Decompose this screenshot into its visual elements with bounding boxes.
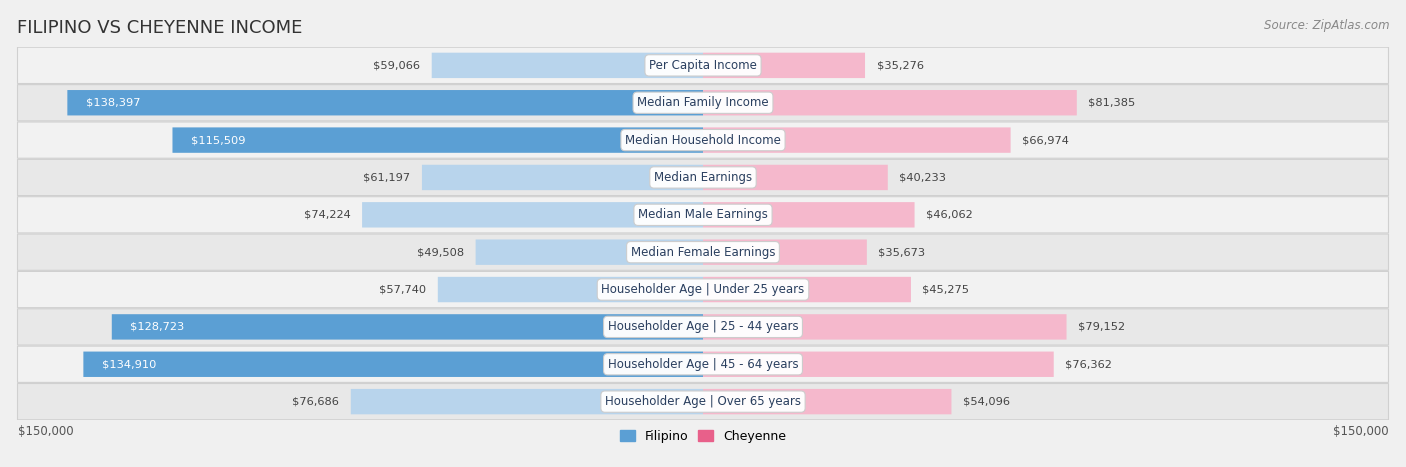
FancyBboxPatch shape <box>703 90 1077 115</box>
Text: $79,152: $79,152 <box>1078 322 1125 332</box>
FancyBboxPatch shape <box>17 197 1389 233</box>
Text: $54,096: $54,096 <box>963 396 1010 407</box>
Text: $46,062: $46,062 <box>927 210 973 220</box>
FancyBboxPatch shape <box>703 352 1053 377</box>
FancyBboxPatch shape <box>437 277 703 302</box>
FancyBboxPatch shape <box>17 309 1389 345</box>
Text: FILIPINO VS CHEYENNE INCOME: FILIPINO VS CHEYENNE INCOME <box>17 19 302 37</box>
FancyBboxPatch shape <box>703 127 1011 153</box>
FancyBboxPatch shape <box>17 234 1389 270</box>
FancyBboxPatch shape <box>350 389 703 414</box>
Text: $49,508: $49,508 <box>418 247 464 257</box>
FancyBboxPatch shape <box>703 53 865 78</box>
FancyBboxPatch shape <box>422 165 703 190</box>
Text: $76,362: $76,362 <box>1066 359 1112 369</box>
Text: $81,385: $81,385 <box>1088 98 1136 108</box>
Text: $150,000: $150,000 <box>17 425 73 438</box>
Text: $74,224: $74,224 <box>304 210 350 220</box>
Text: $57,740: $57,740 <box>380 284 426 295</box>
Text: Householder Age | 25 - 44 years: Householder Age | 25 - 44 years <box>607 320 799 333</box>
FancyBboxPatch shape <box>17 346 1389 382</box>
Text: $40,233: $40,233 <box>900 172 946 183</box>
FancyBboxPatch shape <box>17 159 1389 196</box>
Text: $115,509: $115,509 <box>191 135 245 145</box>
Text: Median Earnings: Median Earnings <box>654 171 752 184</box>
FancyBboxPatch shape <box>363 202 703 227</box>
Text: $61,197: $61,197 <box>363 172 411 183</box>
Text: Per Capita Income: Per Capita Income <box>650 59 756 72</box>
FancyBboxPatch shape <box>17 271 1389 308</box>
Text: $45,275: $45,275 <box>922 284 969 295</box>
FancyBboxPatch shape <box>703 277 911 302</box>
Text: $66,974: $66,974 <box>1022 135 1069 145</box>
Text: Median Family Income: Median Family Income <box>637 96 769 109</box>
FancyBboxPatch shape <box>17 122 1389 158</box>
FancyBboxPatch shape <box>703 389 952 414</box>
FancyBboxPatch shape <box>67 90 703 115</box>
Text: Median Household Income: Median Household Income <box>626 134 780 147</box>
Text: Median Female Earnings: Median Female Earnings <box>631 246 775 259</box>
Text: $128,723: $128,723 <box>131 322 184 332</box>
Text: Householder Age | 45 - 64 years: Householder Age | 45 - 64 years <box>607 358 799 371</box>
FancyBboxPatch shape <box>17 383 1389 420</box>
Text: $59,066: $59,066 <box>373 60 420 71</box>
FancyBboxPatch shape <box>432 53 703 78</box>
Text: $134,910: $134,910 <box>101 359 156 369</box>
FancyBboxPatch shape <box>83 352 703 377</box>
FancyBboxPatch shape <box>703 314 1067 340</box>
Text: Source: ZipAtlas.com: Source: ZipAtlas.com <box>1264 19 1389 32</box>
Text: $35,276: $35,276 <box>876 60 924 71</box>
Text: Householder Age | Over 65 years: Householder Age | Over 65 years <box>605 395 801 408</box>
Text: $150,000: $150,000 <box>1333 425 1389 438</box>
FancyBboxPatch shape <box>475 240 703 265</box>
Text: $35,673: $35,673 <box>879 247 925 257</box>
FancyBboxPatch shape <box>17 85 1389 121</box>
Text: Householder Age | Under 25 years: Householder Age | Under 25 years <box>602 283 804 296</box>
FancyBboxPatch shape <box>703 165 887 190</box>
Legend: Filipino, Cheyenne: Filipino, Cheyenne <box>614 425 792 448</box>
FancyBboxPatch shape <box>173 127 703 153</box>
FancyBboxPatch shape <box>17 47 1389 84</box>
Text: $138,397: $138,397 <box>86 98 141 108</box>
FancyBboxPatch shape <box>703 202 914 227</box>
FancyBboxPatch shape <box>703 240 868 265</box>
Text: $76,686: $76,686 <box>292 396 339 407</box>
FancyBboxPatch shape <box>112 314 703 340</box>
Text: Median Male Earnings: Median Male Earnings <box>638 208 768 221</box>
